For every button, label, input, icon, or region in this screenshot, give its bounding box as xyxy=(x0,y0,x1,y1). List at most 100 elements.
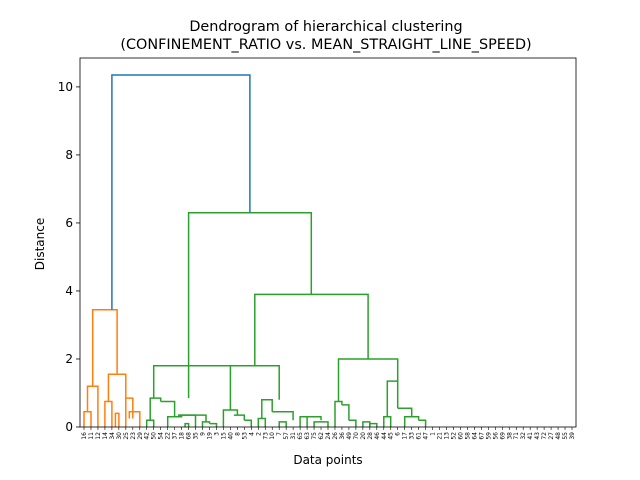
leaf-label-6: 6 xyxy=(395,432,402,436)
leaf-label-33: 33 xyxy=(409,432,416,440)
dendrogram-link-25 xyxy=(299,416,308,427)
leaf-label-4: 4 xyxy=(248,432,255,436)
dendrogram-link-10 xyxy=(160,400,176,417)
dendrogram-link-20 xyxy=(244,419,253,427)
dendrogram-link-14 xyxy=(201,421,211,427)
dendrogram-link-4 xyxy=(91,308,118,387)
leaf-label-14: 14 xyxy=(102,432,109,440)
leaf-label-1: 1 xyxy=(430,432,437,436)
leaf-label-2: 2 xyxy=(255,432,262,436)
dendrogram-link-6 xyxy=(125,397,134,427)
dendrogram-link-26 xyxy=(307,416,322,421)
leaf-label-58: 58 xyxy=(464,432,471,440)
leaf-label-75: 75 xyxy=(311,432,318,440)
leaf-label-36: 36 xyxy=(339,432,346,440)
leaf-label-69: 69 xyxy=(499,432,506,440)
dendrogram-link-28 xyxy=(230,365,280,400)
dendrogram-link-7 xyxy=(128,410,141,427)
dendrogram-link-31 xyxy=(348,419,357,427)
leaf-label-15: 15 xyxy=(220,432,227,440)
leaf-label-64: 64 xyxy=(471,432,478,440)
dendrogram-link-5 xyxy=(107,373,127,402)
leaf-label-49: 49 xyxy=(346,432,353,440)
leaf-label-3: 3 xyxy=(213,432,220,436)
dendrogram-link-35 xyxy=(386,380,399,417)
chart-title-line1: Dendrogram of hierarchical clustering xyxy=(189,19,462,35)
x-axis-label: Data points xyxy=(293,453,362,467)
dendrogram-link-29 xyxy=(334,400,343,427)
leaf-label-11: 11 xyxy=(88,432,95,440)
dendrogram-link-13 xyxy=(184,422,190,427)
leaf-label-65: 65 xyxy=(297,432,304,440)
leaf-label-13: 13 xyxy=(444,432,451,440)
dendrogram-link-24 xyxy=(278,421,287,427)
leaf-label-61: 61 xyxy=(416,432,423,440)
leaf-label-21: 21 xyxy=(437,432,444,440)
leaf-label-20: 20 xyxy=(360,432,367,440)
dendrogram-link-38 xyxy=(418,419,427,427)
dendrogram-link-21 xyxy=(257,417,267,427)
leaf-label-18: 18 xyxy=(179,432,186,440)
leaf-label-17: 17 xyxy=(402,432,409,440)
leaf-label-35: 35 xyxy=(193,432,200,440)
leaf-label-59: 59 xyxy=(485,432,492,440)
leaf-label-40: 40 xyxy=(227,432,234,440)
leaf-label-16: 16 xyxy=(81,432,88,440)
leaf-label-28: 28 xyxy=(367,432,374,440)
leaf-label-52: 52 xyxy=(450,432,457,440)
y-tick-label-0: 0 xyxy=(65,420,73,434)
dendrogram-link-16 xyxy=(178,414,207,422)
plot-frame xyxy=(79,57,577,428)
dendrogram-link-23 xyxy=(272,410,294,421)
leaf-label-45: 45 xyxy=(388,432,395,440)
leaf-label-57: 57 xyxy=(283,432,290,440)
y-axis-label: Distance xyxy=(33,218,47,270)
leaf-label-46: 46 xyxy=(374,432,381,440)
leaf-label-10: 10 xyxy=(269,432,276,440)
leaf-label-39: 39 xyxy=(569,432,576,440)
leaf-label-44: 44 xyxy=(381,432,388,440)
leaf-label-54: 54 xyxy=(158,432,165,440)
dendrogram-link-37 xyxy=(403,416,420,427)
dendrogram-link-27 xyxy=(313,421,329,427)
dendrogram-link-19 xyxy=(233,414,246,421)
leaf-label-34: 34 xyxy=(109,432,116,440)
leaf-labels: 16 11 12 14 34 30 25 23 29 42 50 54 22 37 18 68 35 9 19 3 15… xyxy=(81,427,576,440)
leaf-label-50: 50 xyxy=(151,432,158,440)
leaf-label-31: 31 xyxy=(290,432,297,440)
dendrogram-link-15 xyxy=(209,422,218,427)
dendrogram-link-11 xyxy=(166,415,183,427)
leaf-label-53: 53 xyxy=(241,432,248,440)
leaf-label-48: 48 xyxy=(555,432,562,440)
leaf-label-23: 23 xyxy=(130,432,137,440)
leaf-label-70: 70 xyxy=(353,432,360,440)
dendrogram-link-32 xyxy=(362,421,371,427)
dendrogram-link-18 xyxy=(222,409,239,427)
dendrogram-link-30 xyxy=(341,404,350,421)
y-axis-ticks: 0 2 4 6 8 10 xyxy=(58,80,80,434)
leaf-label-41: 41 xyxy=(527,432,534,440)
leaf-label-63: 63 xyxy=(304,432,311,440)
leaf-label-42: 42 xyxy=(144,432,151,440)
y-tick-label-10: 10 xyxy=(58,80,73,94)
leaf-label-26: 26 xyxy=(332,432,339,440)
leaf-label-38: 38 xyxy=(506,432,513,440)
leaf-label-73: 73 xyxy=(262,432,269,440)
leaf-label-9: 9 xyxy=(200,432,207,436)
dendrogram-link-22 xyxy=(261,399,273,419)
leaf-label-29: 29 xyxy=(137,432,144,440)
dendrogram-link-2 xyxy=(104,400,113,427)
leaf-label-62: 62 xyxy=(318,432,325,440)
dendrogram-link-42 xyxy=(111,74,251,310)
leaf-label-60: 60 xyxy=(457,432,464,440)
leaf-label-43: 43 xyxy=(534,432,541,440)
leaf-label-25: 25 xyxy=(123,432,130,440)
leaf-label-7: 7 xyxy=(276,432,283,436)
leaf-label-30: 30 xyxy=(116,432,123,440)
leaf-label-55: 55 xyxy=(562,432,569,440)
dendrogram-link-39 xyxy=(337,358,399,402)
leaf-label-56: 56 xyxy=(492,432,499,440)
dendrogram-link-3 xyxy=(114,412,120,427)
leaf-label-37: 37 xyxy=(172,432,179,440)
